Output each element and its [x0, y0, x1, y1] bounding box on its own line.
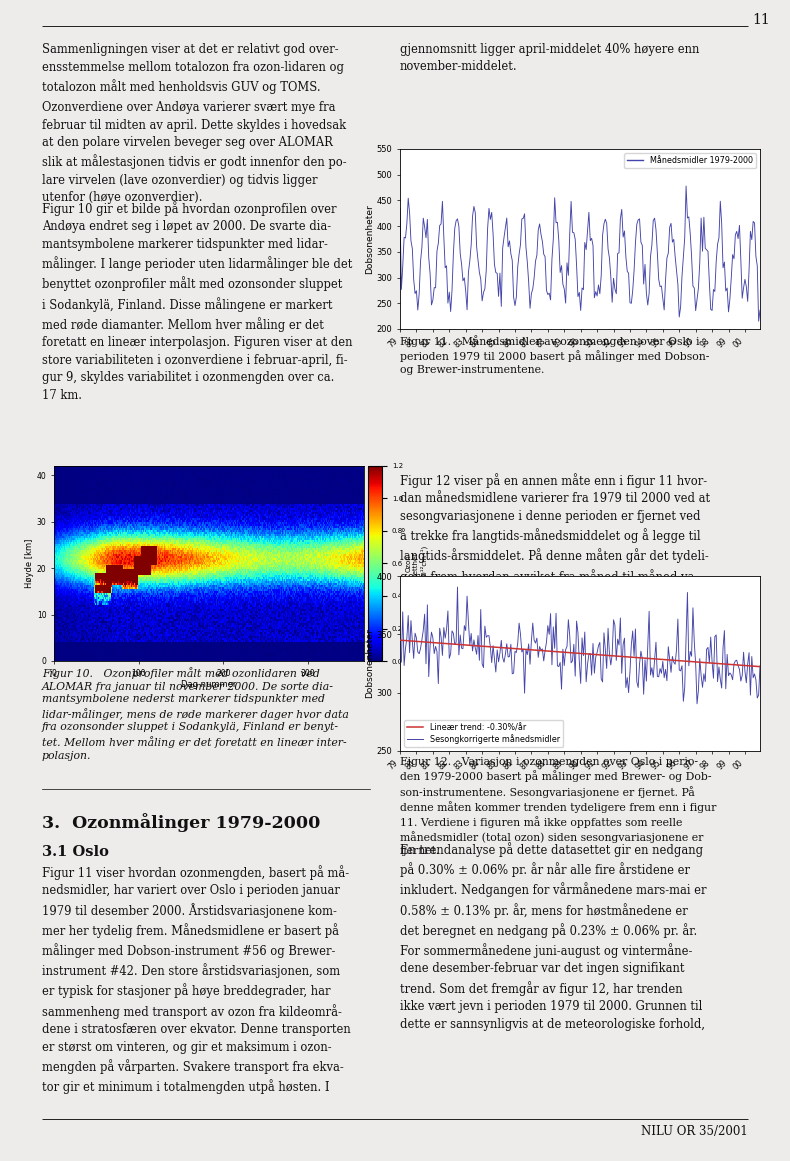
- Text: Figur 11 viser hvordan ozonmengden, basert på må-
nedsmidler, har variert over O: Figur 11 viser hvordan ozonmengden, base…: [42, 865, 351, 1094]
- Legend: Lineær trend: -0.30%/år, Sesongkorrigerte månedsmidler: Lineær trend: -0.30%/år, Sesongkorrigert…: [404, 720, 563, 747]
- Text: En trendanalyse på dette datasettet gir en nedgang
på 0.30% ± 0.06% pr. år når a: En trendanalyse på dette datasettet gir …: [400, 842, 706, 1031]
- Text: NILU OR 35/2001: NILU OR 35/2001: [641, 1125, 748, 1138]
- Text: 3.1 Oslo: 3.1 Oslo: [42, 845, 109, 859]
- Y-axis label: Dobsonenheter: Dobsonenheter: [365, 204, 374, 274]
- Text: 3.  Ozonmålinger 1979-2000: 3. Ozonmålinger 1979-2000: [42, 813, 321, 832]
- Text: Figur 10 gir et bilde på hvordan ozonprofilen over
Andøya endret seg i løpet av : Figur 10 gir et bilde på hvordan ozonpro…: [42, 201, 352, 402]
- Text: Sammenligningen viser at det er relativt god over-
ensstemmelse mellom totalozon: Sammenligningen viser at det er relativt…: [42, 43, 344, 94]
- Text: 11: 11: [752, 13, 769, 27]
- Text: Figur 10.   Ozonprofiler målt med ozonlidaren ved
ALOMAR fra januar til november: Figur 10. Ozonprofiler målt med ozonlida…: [42, 668, 349, 760]
- Y-axis label: Ozon
tetthet
(10¹²cm⁻¹): Ozon tetthet (10¹²cm⁻¹): [406, 545, 427, 582]
- Text: gjennomsnitt ligger april-middelet 40% høyere enn
november-middelet.: gjennomsnitt ligger april-middelet 40% h…: [400, 43, 699, 73]
- Text: Figur 11.   Månedsmidler av ozonmengden over Oslo i
perioden 1979 til 2000 baser: Figur 11. Månedsmidler av ozonmengden ov…: [400, 336, 709, 375]
- Legend: Månedsmidler 1979-2000: Månedsmidler 1979-2000: [624, 153, 756, 168]
- Text: Figur 12.   Variasjon i ozonmengden over Oslo i perio-
den 1979-2000 basert på m: Figur 12. Variasjon i ozonmengden over O…: [400, 757, 717, 856]
- Y-axis label: Dobsonenheter: Dobsonenheter: [365, 628, 374, 699]
- Y-axis label: Høyde [km]: Høyde [km]: [24, 539, 34, 589]
- Text: Ozonverdiene over Andøya varierer svært mye fra
februar til midten av april. Det: Ozonverdiene over Andøya varierer svært …: [42, 101, 347, 204]
- X-axis label: Dag nummer: Dag nummer: [182, 680, 237, 690]
- Text: Figur 12 viser på en annen måte enn i figur 11 hvor-
dan månedsmidlene varierer : Figur 12 viser på en annen måte enn i fi…: [400, 473, 710, 659]
